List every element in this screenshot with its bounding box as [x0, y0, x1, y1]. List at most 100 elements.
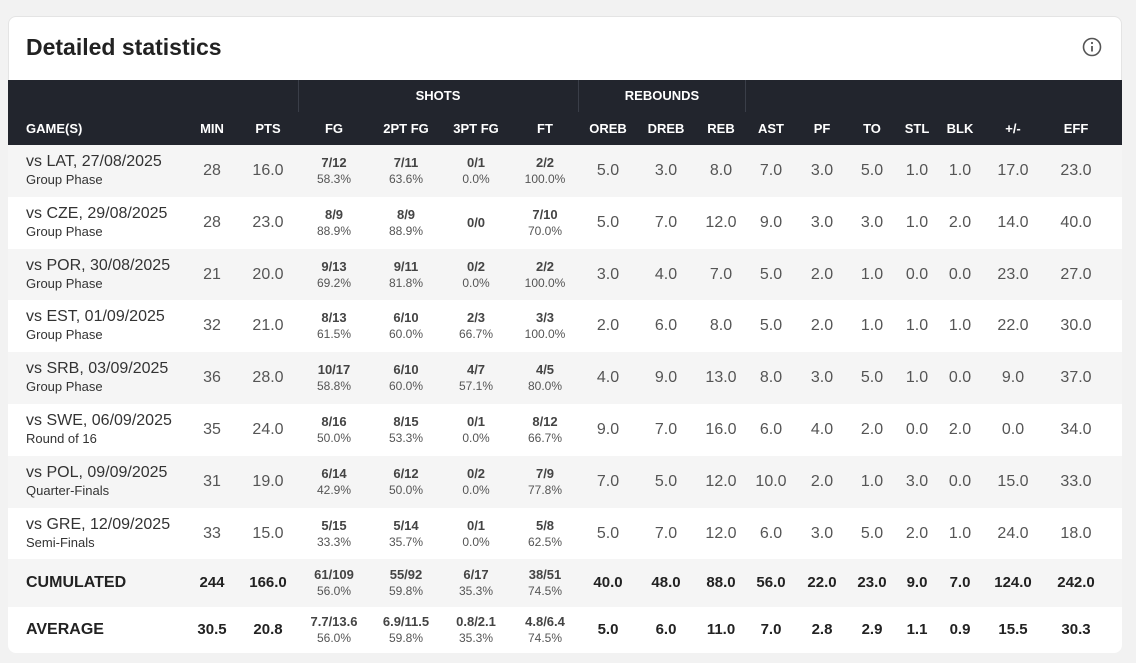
- column-header[interactable]: PTS: [255, 121, 281, 136]
- stat-value: 28: [203, 213, 221, 231]
- column-header[interactable]: DREB: [647, 121, 685, 136]
- stat-value: 48.0: [651, 574, 681, 592]
- column-header[interactable]: TO: [863, 121, 881, 136]
- shot-made: 61/109: [314, 567, 354, 583]
- stat-value: 5.0: [860, 524, 884, 542]
- shot-pct: 50.0%: [388, 482, 424, 497]
- column-header[interactable]: EFF: [1063, 121, 1089, 136]
- game-name[interactable]: vs GRE, 12/09/2025: [26, 515, 171, 533]
- stat-value: 30.0: [1060, 317, 1092, 335]
- stat-value: 5.0: [759, 317, 783, 335]
- stat-value: 1.0: [905, 369, 929, 387]
- table-row: [8, 248, 1122, 301]
- column-header[interactable]: PF: [813, 121, 831, 136]
- stat-value: 21.0: [252, 317, 284, 335]
- shot-pct: 60.0%: [388, 327, 424, 342]
- game-phase: Quarter-Finals: [26, 482, 110, 498]
- shot-made: 8/9: [396, 206, 416, 222]
- game-name[interactable]: vs SRB, 03/09/2025: [26, 360, 169, 378]
- column-header[interactable]: OREB: [589, 121, 627, 136]
- game-name[interactable]: vs SWE, 06/09/2025: [26, 412, 172, 429]
- stat-value: 20.8: [253, 621, 283, 639]
- stat-value: 7.0: [759, 161, 783, 179]
- game-phase: Group Phase: [26, 223, 103, 239]
- stat-value: 3.0: [810, 213, 834, 231]
- column-header[interactable]: 2PT FG: [383, 121, 429, 136]
- stat-value: 2.0: [948, 213, 972, 231]
- stat-value: 1.0: [860, 472, 884, 490]
- shot-pct: 56.0%: [316, 584, 352, 599]
- game-name[interactable]: vs POR, 30/08/2025: [26, 256, 171, 274]
- shot-made: 4/5: [535, 362, 555, 378]
- shot-pct: 63.6%: [388, 171, 424, 186]
- shot-made: 5/15: [321, 517, 347, 533]
- stat-value: 3.0: [810, 369, 834, 387]
- game-phase: Group Phase: [26, 275, 103, 291]
- shot-made: 0/1: [466, 154, 486, 170]
- shot-made: 0/2: [466, 258, 486, 274]
- shot-pct: 66.7%: [527, 430, 563, 445]
- column-header[interactable]: BLK: [946, 121, 974, 136]
- stat-value: 2.0: [810, 472, 834, 490]
- shot-made: 8/15: [393, 413, 419, 429]
- table-row: [8, 404, 1122, 456]
- column-header[interactable]: STL: [904, 121, 930, 136]
- table-row: [8, 352, 1122, 404]
- stat-value: 9.0: [759, 213, 783, 231]
- stat-value: 5.0: [860, 369, 884, 387]
- stat-value: 2.0: [810, 317, 834, 335]
- game-name[interactable]: vs CZE, 29/08/2025: [26, 204, 168, 222]
- column-header[interactable]: 3PT FG: [453, 121, 499, 136]
- stat-value: 7.0: [654, 524, 678, 542]
- game-name[interactable]: vs POL, 09/09/2025: [26, 463, 168, 481]
- stat-value: 3.0: [860, 213, 884, 231]
- group-header: SHOTS: [415, 88, 461, 103]
- stat-value: 14.0: [997, 213, 1029, 231]
- game-name[interactable]: vs EST, 01/09/2025: [26, 308, 165, 326]
- shot-made: 2/2: [535, 154, 555, 170]
- stat-value: 4.0: [654, 265, 678, 283]
- column-header[interactable]: FT: [537, 121, 553, 136]
- shot-made: 0.8/2.1: [456, 614, 496, 630]
- column-header: GAME(S): [26, 121, 83, 136]
- shot-made: 6/10: [393, 362, 419, 378]
- column-header[interactable]: MIN: [200, 121, 224, 136]
- shot-pct: 60.0%: [388, 379, 424, 394]
- stat-value: 18.0: [1060, 524, 1092, 542]
- stat-value: 7.0: [596, 472, 620, 490]
- stat-value: 15.0: [997, 472, 1029, 490]
- shot-pct: 59.8%: [388, 584, 424, 599]
- stat-value: 5.0: [759, 265, 783, 283]
- stat-value: 24.0: [252, 420, 284, 438]
- game-name[interactable]: vs LAT, 27/08/2025: [26, 153, 162, 170]
- stat-value: 30.5: [197, 621, 227, 639]
- shot-made: 38/51: [528, 567, 562, 583]
- stat-value: 7.0: [709, 265, 733, 283]
- stat-value: 10.0: [755, 472, 787, 490]
- stat-value: 9.0: [654, 369, 678, 387]
- stat-value: 2.0: [905, 524, 929, 542]
- stat-value: 23.0: [1060, 161, 1092, 179]
- title: Detailed statistics: [26, 34, 222, 60]
- stat-value: 3.0: [905, 472, 929, 490]
- stat-value: 36: [203, 369, 221, 387]
- stat-value: 8.0: [709, 317, 733, 335]
- stat-value: 22.0: [997, 317, 1029, 335]
- shot-made: 6/10: [393, 310, 419, 326]
- column-header[interactable]: FG: [324, 121, 344, 136]
- stat-value: 11.0: [706, 621, 736, 639]
- game-phase: Round of 16: [26, 431, 97, 446]
- stat-value: 40.0: [593, 574, 623, 592]
- table-row: [8, 455, 1122, 508]
- info-icon[interactable]: [1082, 37, 1102, 57]
- stat-value: 22.0: [807, 574, 837, 592]
- stat-value: 244: [199, 574, 225, 592]
- stat-value: 2.0: [860, 420, 884, 438]
- shot-pct: 0.0%: [462, 275, 490, 290]
- stat-value: 3.0: [810, 524, 834, 542]
- column-header[interactable]: +/-: [1005, 121, 1021, 136]
- shot-made: 7/10: [532, 206, 558, 222]
- column-header[interactable]: REB: [707, 121, 735, 136]
- column-header[interactable]: AST: [758, 121, 784, 136]
